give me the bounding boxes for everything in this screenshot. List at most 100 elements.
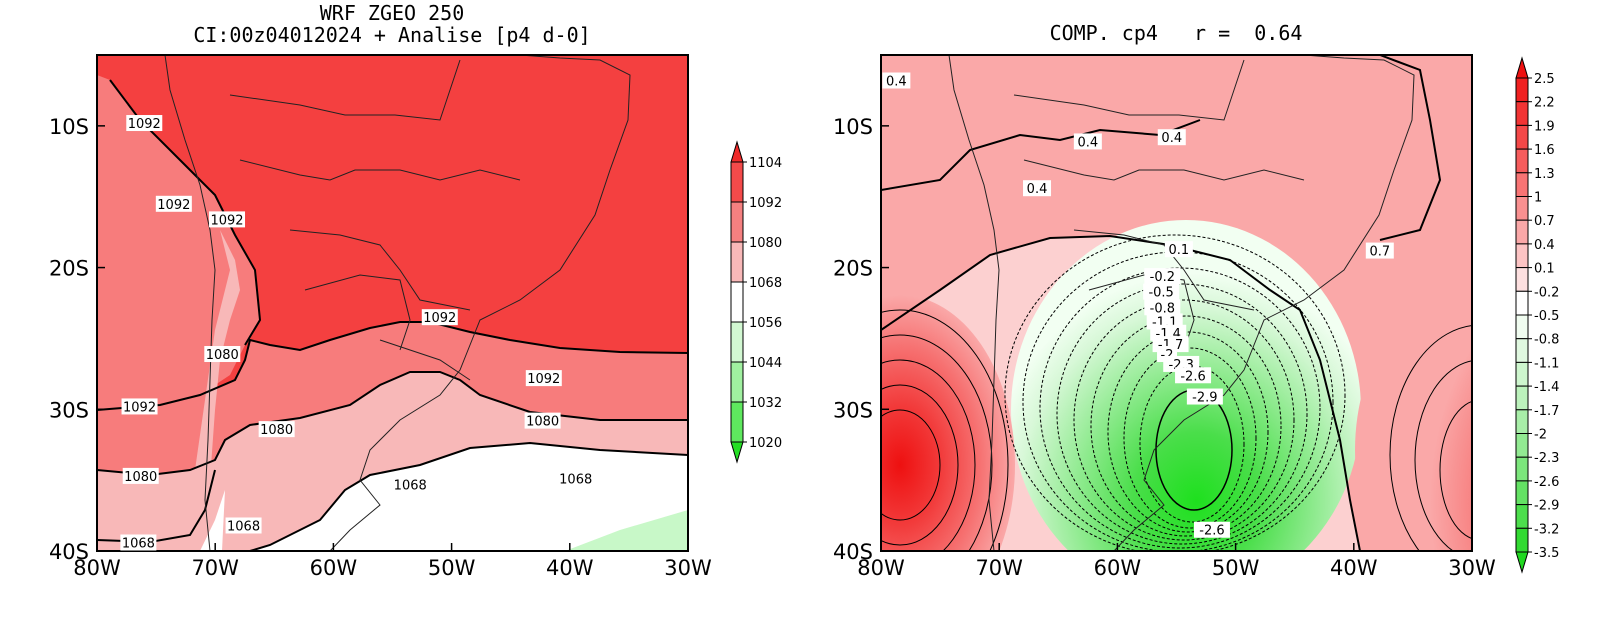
right-cbar-box [1515,243,1529,269]
left-title-line1: WRF ZGEO 250 [320,1,465,25]
right-cbar-label: -2.6 [1534,475,1559,490]
field-1056-1068-south [200,490,225,551]
left-contour-label-bg [525,370,562,387]
left-xtick-label: 60W [310,556,358,580]
right-ytick-label: 40S [833,540,873,564]
right-contour-label-bg [1365,242,1394,259]
field-0.4-north [881,55,1472,320]
left-contour-label: 1092 [527,372,560,387]
right-cbar-box [1515,409,1529,434]
right-cbar-label: 0.4 [1534,238,1555,253]
right-cbar-box [1515,124,1529,150]
left-contour-label-bg [122,467,159,484]
left-contours [97,79,688,551]
left-map-field [97,55,688,551]
field-1068-1080-strip [190,230,240,551]
right-cbar-label: -1.4 [1534,380,1559,395]
right-cbar-label: -0.2 [1534,285,1559,300]
right-contour-label-bg [1143,283,1180,300]
left-contour-label: 1092 [157,198,190,213]
right-cbar-label: 2.2 [1534,96,1555,111]
left-xtick-label: 50W [428,556,476,580]
right-cbar-box [1515,290,1529,316]
left-contour-label-bg [392,476,429,493]
left-contour-label-bg [204,346,241,363]
right-cbar-box [1515,196,1529,221]
left-cbar-label: 1044 [749,356,782,371]
left-contour-label: 1092 [123,400,156,415]
contour-extra [97,394,201,411]
right-contour-label: -2.6 [1180,369,1205,384]
left-contour-label-bg [524,412,561,429]
contour-1092 [97,321,688,411]
right-cbar-label: -0.5 [1534,309,1559,324]
left-ytick-label: 30S [49,398,89,422]
left-contour-label-bg [258,421,295,438]
left-cbar-label: 1068 [749,276,782,291]
left-cbar-box [730,241,744,283]
right-coastlines [948,55,1415,551]
left-contour-label: 1068 [122,536,155,551]
left-ytick-label: 40S [49,540,89,564]
left-contour-label-bg [126,115,163,132]
right-contour-label-bg [1186,388,1223,405]
right-contour-label: -0.2 [1150,270,1175,285]
right-contours [881,55,1472,551]
left-contour-label-bg [225,517,262,534]
right-contour-label: -0.8 [1150,301,1175,316]
right-cbar-label: -0.8 [1534,333,1559,348]
left-cbar-label: 1056 [749,316,782,331]
right-cbar-box [1515,338,1529,363]
right-contour-label-bg [1023,180,1052,197]
right-cbar-box [1515,77,1529,103]
right-ytick-label: 30S [833,398,873,422]
right-xtick-label: 60W [1094,556,1142,580]
right-cbar-label: -3.2 [1534,522,1559,537]
right-cbar-label: -1.7 [1534,404,1559,419]
left-cbar-box [730,401,744,443]
left-coastlines [164,55,631,551]
left-cbar-box [730,361,744,403]
contour-1080 [97,371,688,477]
left-cbar-box [730,161,744,203]
right-cbar-box [1515,456,1529,482]
left-xtick-label: 70W [191,556,239,580]
left-contour-label: 1068 [227,519,260,534]
right-cbar-box [1515,385,1529,411]
right-ytick-label: 10S [833,115,873,139]
right-colorbar: 2.5 2.2 1.9 1.6 1.3 1 0.7 0.4 0.1 -0.2 -0.5 -0.8 -1.… [1515,56,1559,574]
right-contour-label: -2.6 [1199,524,1224,539]
right-contour-label-bg [1164,241,1193,258]
right-contour-label: -2.9 [1192,391,1217,406]
right-axes: 80W 70W 60W 50W 40W 30W 10S 20S 30S 40S [833,115,1496,580]
left-cbar-label: 1080 [749,236,782,251]
right-cbar-label: -3.5 [1534,546,1559,561]
left-xtick-label: 80W [73,556,121,580]
left-panel: WRF ZGEO 250 CI:00z04012024 + Analise [p… [49,1,782,580]
right-frame [880,54,1473,552]
right-contour-label-bg [1193,521,1230,538]
left-colorbar: 1104 1092 1080 1068 1056 1044 1032 1020 [730,140,782,464]
left-contour-label-bg [557,470,594,487]
field-1044-1056 [565,510,688,551]
left-contour-label-bg [209,211,246,228]
left-cbar-box [730,321,744,363]
left-contour-label-bg [121,398,158,415]
right-cbar-label: -2.9 [1534,499,1559,514]
left-xtick-label: 40W [546,556,594,580]
left-contour-label: 1080 [526,415,559,430]
right-cbar-label: -2.3 [1534,451,1559,466]
left-xtick-label: 30W [664,556,712,580]
left-cbar-label: 1032 [749,396,782,411]
right-cbar-box [1515,433,1529,458]
right-cbar-label: -1.1 [1534,356,1559,371]
right-xtick-label: 40W [1330,556,1378,580]
left-contour-label-bg [120,534,157,551]
right-cbar-box [1515,172,1529,198]
right-contour-label: 0.4 [1078,135,1099,150]
right-contour-label-bg [1144,299,1181,316]
left-contour-label-bg [421,309,458,326]
left-ytick-label: 20S [49,257,89,281]
right-cbar-label: 1 [1534,191,1542,206]
